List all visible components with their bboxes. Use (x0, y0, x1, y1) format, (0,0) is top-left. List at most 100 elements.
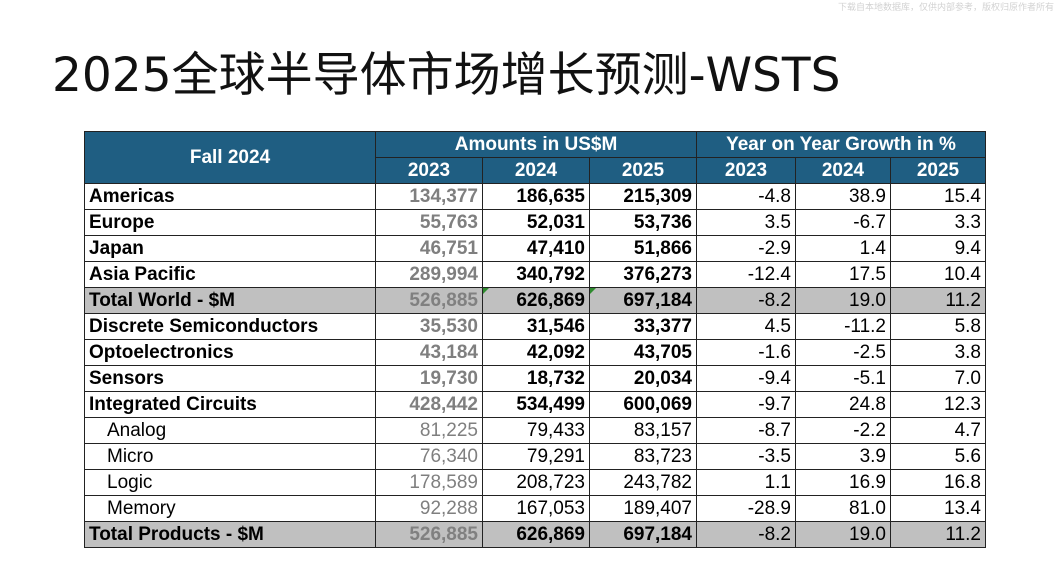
amount-2024: 31,546 (482, 313, 590, 340)
row-label: Americas (84, 183, 376, 210)
growth-2025: 5.6 (890, 443, 986, 470)
growth-2025: 9.4 (890, 235, 986, 262)
amount-2025: 243,782 (589, 469, 697, 496)
header-fall-2024: Fall 2024 (84, 131, 376, 184)
amount-2025: 20,034 (589, 365, 697, 392)
table-row-sub: Micro 76,340 79,291 83,723 -3.5 3.9 5.6 (84, 443, 986, 470)
amount-2023: 178,589 (375, 469, 483, 496)
amount-2025: 189,407 (589, 495, 697, 522)
growth-2024: 24.8 (795, 391, 891, 418)
amount-2023: 526,885 (375, 287, 483, 314)
table-row: Discrete Semiconductors 35,530 31,546 33… (84, 313, 986, 340)
semiconductor-forecast-table: Fall 2024 Amounts in US$M Year on Year G… (84, 131, 986, 548)
row-label: Analog (84, 417, 376, 444)
header-growth-2025: 2025 (890, 157, 986, 184)
table-row: Optoelectronics 43,184 42,092 43,705 -1.… (84, 339, 986, 366)
growth-2024: -11.2 (795, 313, 891, 340)
header-growth-2023: 2023 (696, 157, 796, 184)
growth-2024: 17.5 (795, 261, 891, 288)
growth-2023: -1.6 (696, 339, 796, 366)
growth-2023: -2.9 (696, 235, 796, 262)
header-amounts-group: Amounts in US$M (375, 131, 697, 158)
growth-2025: 4.7 (890, 417, 986, 444)
amount-2025: 376,273 (589, 261, 697, 288)
row-label: Micro (84, 443, 376, 470)
table-row: Europe 55,763 52,031 53,736 3.5 -6.7 3.3 (84, 209, 986, 236)
growth-2025: 13.4 (890, 495, 986, 522)
amount-2023: 526,885 (375, 521, 483, 548)
row-label: Total World - $M (84, 287, 376, 314)
row-label: Total Products - $M (84, 521, 376, 548)
amount-2024: 167,053 (482, 495, 590, 522)
growth-2024: -2.5 (795, 339, 891, 366)
header-row-groups: Fall 2024 Amounts in US$M Year on Year G… (84, 131, 986, 184)
amount-2023: 55,763 (375, 209, 483, 236)
growth-2025: 15.4 (890, 183, 986, 210)
amount-2024: 47,410 (482, 235, 590, 262)
amount-2024: 626,869 (482, 521, 590, 548)
amount-2023: 19,730 (375, 365, 483, 392)
amount-2023: 81,225 (375, 417, 483, 444)
table-row: Sensors 19,730 18,732 20,034 -9.4 -5.1 7… (84, 365, 986, 392)
table-row: Japan 46,751 47,410 51,866 -2.9 1.4 9.4 (84, 235, 986, 262)
header-amount-2024: 2024 (482, 157, 590, 184)
amount-2025: 53,736 (589, 209, 697, 236)
amount-2025: 51,866 (589, 235, 697, 262)
table-row-total-world: Total World - $M 526,885 626,869 697,184… (84, 287, 986, 314)
growth-2024: -2.2 (795, 417, 891, 444)
amount-2024: 626,869 (482, 287, 590, 314)
growth-2024: 16.9 (795, 469, 891, 496)
amount-2024: 18,732 (482, 365, 590, 392)
amount-2023: 35,530 (375, 313, 483, 340)
growth-2025: 11.2 (890, 287, 986, 314)
amount-2023: 134,377 (375, 183, 483, 210)
growth-2023: 3.5 (696, 209, 796, 236)
amount-2025: 697,184 (589, 521, 697, 548)
row-label: Discrete Semiconductors (84, 313, 376, 340)
row-label: Logic (84, 469, 376, 496)
row-label: Japan (84, 235, 376, 262)
header-amount-2023: 2023 (375, 157, 483, 184)
growth-2024: 19.0 (795, 287, 891, 314)
growth-2023: -28.9 (696, 495, 796, 522)
table-row: Americas 134,377 186,635 215,309 -4.8 38… (84, 183, 986, 210)
amount-2025: 83,157 (589, 417, 697, 444)
growth-2023: 4.5 (696, 313, 796, 340)
growth-2023: -9.7 (696, 391, 796, 418)
growth-2024: 3.9 (795, 443, 891, 470)
amount-2024: 52,031 (482, 209, 590, 236)
table-row-sub: Logic 178,589 208,723 243,782 1.1 16.9 1… (84, 469, 986, 496)
amount-2024: 79,433 (482, 417, 590, 444)
growth-2023: -8.2 (696, 521, 796, 548)
growth-2025: 3.3 (890, 209, 986, 236)
amount-2023: 428,442 (375, 391, 483, 418)
amount-2023: 92,288 (375, 495, 483, 522)
growth-2023: -4.8 (696, 183, 796, 210)
amount-2025: 600,069 (589, 391, 697, 418)
amount-2025: 83,723 (589, 443, 697, 470)
amount-2025: 215,309 (589, 183, 697, 210)
amount-2025: 43,705 (589, 339, 697, 366)
row-label: Memory (84, 495, 376, 522)
row-label: Optoelectronics (84, 339, 376, 366)
table-row-sub: Analog 81,225 79,433 83,157 -8.7 -2.2 4.… (84, 417, 986, 444)
growth-2023: -12.4 (696, 261, 796, 288)
growth-2024: -6.7 (795, 209, 891, 236)
amount-2024: 79,291 (482, 443, 590, 470)
amount-2023: 43,184 (375, 339, 483, 366)
growth-2023: -3.5 (696, 443, 796, 470)
growth-2025: 7.0 (890, 365, 986, 392)
amount-2024: 42,092 (482, 339, 590, 366)
amount-2025: 697,184 (589, 287, 697, 314)
growth-2025: 3.8 (890, 339, 986, 366)
growth-2025: 5.8 (890, 313, 986, 340)
header-growth-2024: 2024 (795, 157, 891, 184)
amount-2024: 208,723 (482, 469, 590, 496)
amount-2023: 289,994 (375, 261, 483, 288)
row-label: Sensors (84, 365, 376, 392)
table-row-total-products: Total Products - $M 526,885 626,869 697,… (84, 521, 986, 548)
growth-2024: 1.4 (795, 235, 891, 262)
table-row: Integrated Circuits 428,442 534,499 600,… (84, 391, 986, 418)
watermark-text: 下载自本地数据库，仅供内部参考，版权归原作者所有 (837, 3, 1054, 13)
growth-2024: 19.0 (795, 521, 891, 548)
